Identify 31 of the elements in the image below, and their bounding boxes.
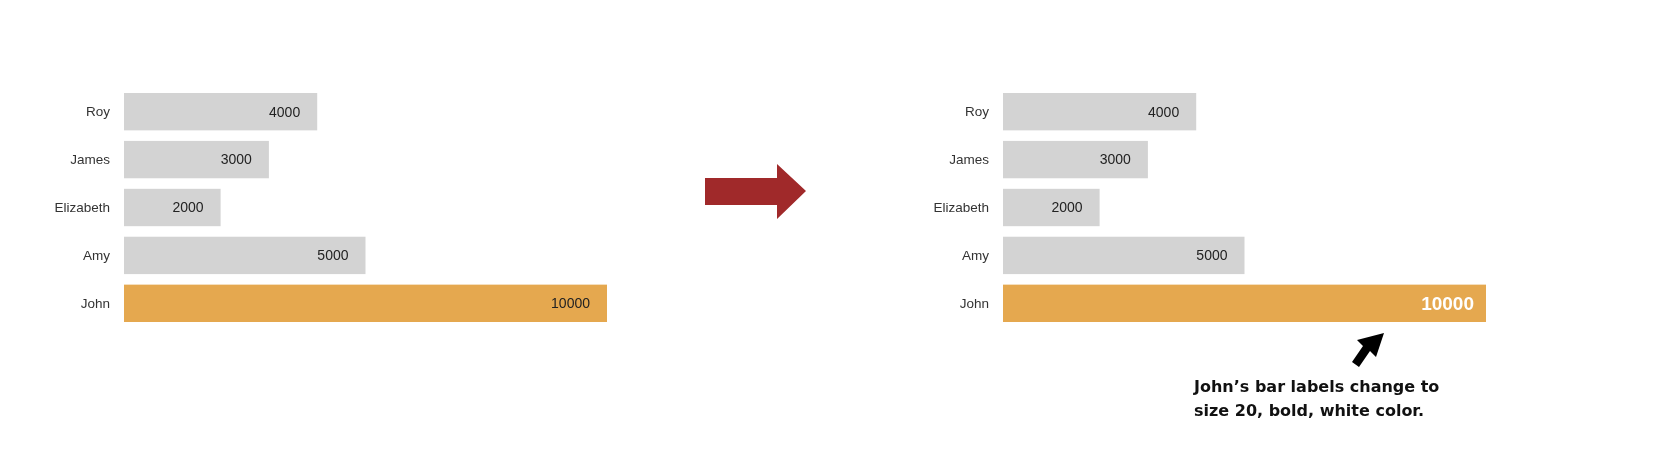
bar bbox=[124, 284, 607, 322]
y-tick-label: Roy bbox=[964, 104, 990, 120]
bar bbox=[124, 236, 366, 275]
data-label: 2000 bbox=[1051, 199, 1083, 216]
data-label: 10000 bbox=[1421, 292, 1474, 314]
data-label: 3000 bbox=[1099, 151, 1132, 168]
bar bbox=[124, 93, 318, 131]
data-label: 10000 bbox=[551, 295, 591, 312]
bar bbox=[1003, 140, 1148, 179]
text: John’s bar labels change to size 20, bold, white color. bbox=[1194, 376, 1441, 422]
data-label: 2000 bbox=[172, 199, 204, 216]
data-label: 4000 bbox=[1148, 103, 1180, 120]
data-label: 5000 bbox=[317, 247, 349, 264]
y-tick-label: Amy bbox=[962, 248, 990, 264]
y-tick-label: James bbox=[949, 152, 990, 168]
bar bbox=[1003, 188, 1100, 227]
data-label: 5000 bbox=[1196, 247, 1228, 264]
y-tick-label: Amy bbox=[83, 248, 111, 264]
y-tick-label: John bbox=[959, 296, 989, 312]
bar bbox=[1003, 93, 1197, 131]
data-label: 3000 bbox=[220, 151, 253, 168]
y-tick-label: Elizabeth bbox=[54, 200, 110, 216]
y-tick-label: James bbox=[70, 152, 111, 168]
bar bbox=[124, 140, 269, 179]
data-label: 4000 bbox=[269, 103, 301, 120]
y-tick-label: Roy bbox=[85, 104, 111, 120]
bar bbox=[1003, 236, 1245, 275]
bar bbox=[124, 188, 221, 227]
y-tick-label: Elizabeth bbox=[933, 200, 989, 216]
y-tick-label: John bbox=[80, 296, 110, 312]
bar bbox=[1003, 284, 1486, 322]
